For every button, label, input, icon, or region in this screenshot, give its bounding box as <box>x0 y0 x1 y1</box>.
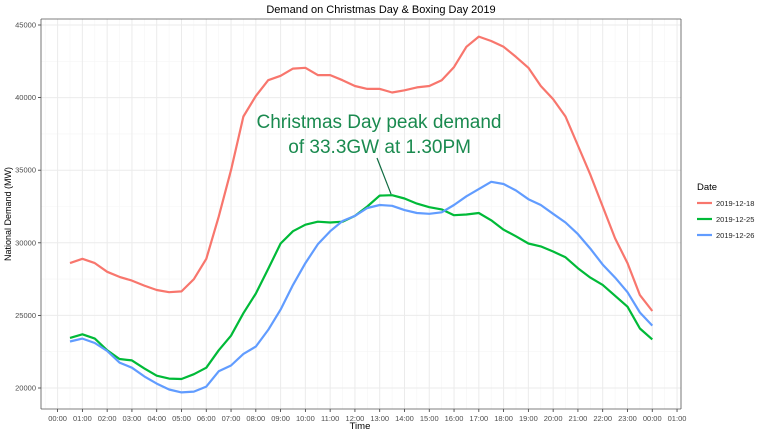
x-tick-label: 14:00 <box>395 414 414 423</box>
x-tick-label: 18:00 <box>494 414 513 423</box>
y-tick-label: 35000 <box>15 166 36 175</box>
x-tick-label: 23:00 <box>618 414 637 423</box>
x-tick-label: 10:00 <box>296 414 315 423</box>
legend-title: Date <box>697 182 717 193</box>
x-tick-label: 08:00 <box>246 414 265 423</box>
x-tick-label: 11:00 <box>321 414 339 423</box>
x-tick-label: 03:00 <box>123 414 142 423</box>
x-tick-label: 05:00 <box>172 414 191 423</box>
series-line-2019-12-18 <box>69 35 654 312</box>
x-tick-label: 17:00 <box>469 414 488 423</box>
x-axis-label: Time <box>350 421 371 432</box>
x-tick-label: 04:00 <box>147 414 166 423</box>
x-tick-label: 22:00 <box>593 414 612 423</box>
legend: Date 2019-12-18 2019-12-25 2019-12-26 <box>697 182 754 240</box>
legend-label: 2019-12-26 <box>716 231 754 240</box>
annotation: Christmas Day peak demand of 33.3GW at 1… <box>257 112 502 195</box>
annotation-line-2: of 33.3GW at 1.30PM <box>283 137 471 158</box>
y-tick-label: 20000 <box>15 384 36 393</box>
x-tick-label: 07:00 <box>222 414 241 423</box>
y-axis-label: National Demand (MW) <box>3 167 13 261</box>
x-tick-label: 15:00 <box>420 414 439 423</box>
annotation-line-1: Christmas Day peak demand <box>257 112 502 133</box>
grid <box>41 19 681 409</box>
y-tick-label: 25000 <box>15 311 36 320</box>
x-tick-label: 06:00 <box>197 414 216 423</box>
y-tick-label: 40000 <box>15 93 36 102</box>
x-tick-label: 02:00 <box>98 414 117 423</box>
chart-title: Demand on Christmas Day & Boxing Day 201… <box>266 4 495 16</box>
x-tick-label: 09:00 <box>271 414 290 423</box>
legend-label: 2019-12-18 <box>716 199 754 208</box>
y-tick-label: 30000 <box>15 238 36 247</box>
axes: 00:00 01:00 02:00 03:00 04:00 05:00 06:00 07:00… <box>15 18 687 423</box>
x-tick-label: 19:00 <box>519 414 538 423</box>
x-tick-label: 13:00 <box>370 414 389 423</box>
series-line-2019-12-26 <box>69 180 654 394</box>
x-tick-label: 00:00 <box>643 414 662 423</box>
series-lines <box>69 35 654 394</box>
x-tick-label: 01:00 <box>668 414 687 423</box>
x-tick-label: 21:00 <box>569 414 588 423</box>
annotation-pointer <box>376 157 392 195</box>
x-tick-label: 16:00 <box>445 414 464 423</box>
x-tick-label: 20:00 <box>544 414 563 423</box>
x-tick-label: 00:00 <box>48 414 67 423</box>
legend-label: 2019-12-25 <box>716 215 754 224</box>
y-tick-label: 45000 <box>15 20 36 29</box>
x-tick-label: 01:00 <box>73 414 92 423</box>
x-tick-label: 12:00 <box>346 414 365 423</box>
